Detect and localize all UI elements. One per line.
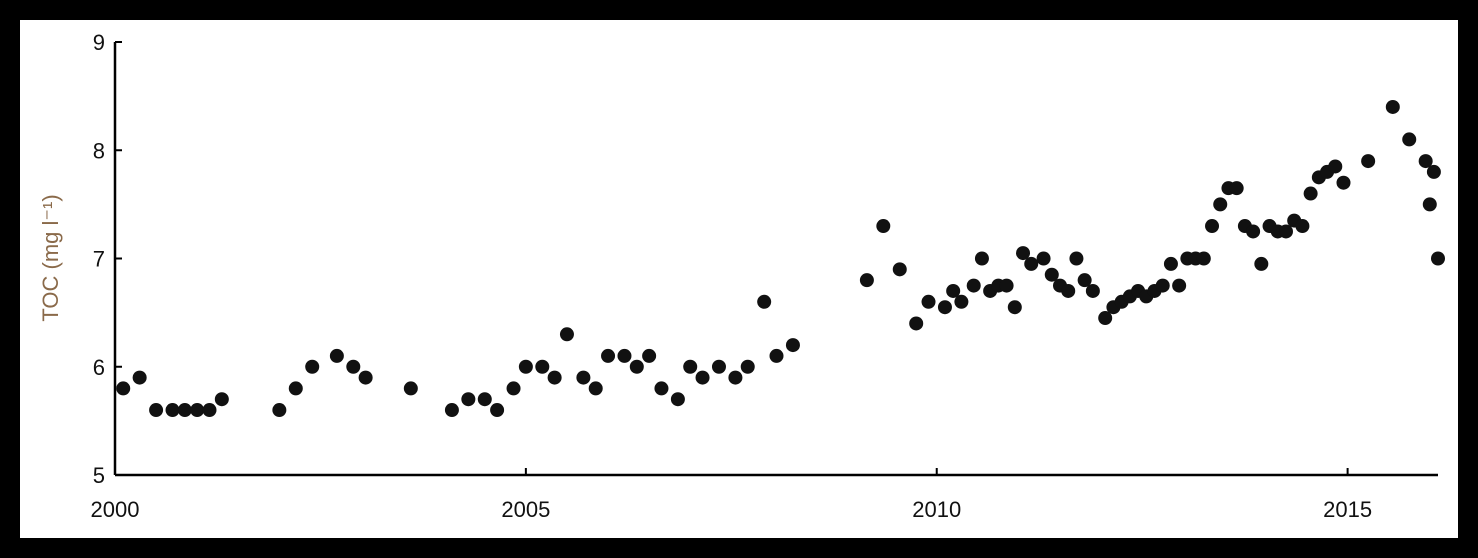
data-point [966,278,981,293]
data-point [403,381,418,396]
y-tick-label: 5 [93,463,105,488]
x-tick-label: 2000 [91,497,140,522]
data-point [547,370,562,385]
data-point [329,348,344,363]
data-point [190,403,205,418]
data-point [535,359,550,374]
data-point [1016,246,1031,261]
data-point [1303,186,1318,201]
data-point [214,392,229,407]
data-point [1213,197,1228,212]
data-point [876,219,891,234]
data-point [695,370,710,385]
data-point [177,403,192,418]
data-point [937,300,952,315]
x-tick-label: 2005 [501,497,550,522]
data-point [1155,278,1170,293]
data-point [909,316,924,331]
data-point [1361,154,1376,169]
data-point [629,359,644,374]
data-point [1061,283,1076,298]
data-point [728,370,743,385]
data-point [769,348,784,363]
data-point [1098,311,1113,326]
data-point [477,392,492,407]
data-point [1295,219,1310,234]
data-point [859,273,874,288]
data-point [588,381,603,396]
data-point [1085,283,1100,298]
data-point [757,294,772,309]
data-point [1431,251,1445,266]
data-point [1246,224,1261,239]
data-point [1336,175,1351,190]
x-tick-label: 2010 [912,497,961,522]
data-point [346,359,361,374]
data-point [444,403,459,418]
data-point [1172,278,1187,293]
data-point [974,251,989,266]
data-point [601,348,616,363]
data-point [617,348,632,363]
data-point [683,359,698,374]
data-point [999,278,1014,293]
data-point [1418,154,1433,169]
data-point [1426,164,1441,179]
y-tick-label: 8 [93,138,105,163]
data-point [785,338,800,353]
data-point [740,359,755,374]
data-point [1205,219,1220,234]
data-point [305,359,320,374]
data-point [1007,300,1022,315]
data-point [559,327,574,342]
data-point [1385,99,1400,114]
data-point [1163,256,1178,271]
y-axis-title: TOC (mg l⁻¹) [38,194,63,321]
data-point [272,403,287,418]
data-point [461,392,476,407]
y-tick-label: 9 [93,30,105,55]
data-point [1254,256,1269,271]
data-point [518,359,533,374]
data-point [1069,251,1084,266]
data-point [921,294,936,309]
data-point [954,294,969,309]
x-tick-label: 2015 [1323,497,1372,522]
data-point [642,348,657,363]
data-point [1077,273,1092,288]
data-point [654,381,669,396]
data-point [1036,251,1051,266]
data-points [116,99,1445,418]
y-tick-label: 6 [93,355,105,380]
data-point [490,403,505,418]
data-point [1328,159,1343,174]
y-tick-label: 7 [93,247,105,272]
data-point [1024,256,1039,271]
data-point [711,359,726,374]
data-point [132,370,147,385]
data-point [149,403,164,418]
data-point [1278,224,1293,239]
data-point [506,381,521,396]
data-point [576,370,591,385]
data-point [358,370,373,385]
y-axis-ticks: 5 6 7 8 9 [93,30,122,488]
x-axis-ticks: 2000 2005 2010 2015 [91,468,1372,522]
data-point [1229,181,1244,196]
data-point [1196,251,1211,266]
chart-frame: TOC (mg l⁻¹) 5 6 7 8 9 2000 2005 2010 2015 [20,20,1458,538]
scatter-chart: TOC (mg l⁻¹) 5 6 7 8 9 2000 2005 2010 2015 [38,30,1445,522]
data-point [892,262,907,277]
data-point [116,381,131,396]
data-point [202,403,217,418]
data-point [288,381,303,396]
data-point [1422,197,1437,212]
data-point [946,283,961,298]
data-point [1044,267,1059,282]
data-point [165,403,180,418]
data-point [1402,132,1417,147]
data-point [670,392,685,407]
